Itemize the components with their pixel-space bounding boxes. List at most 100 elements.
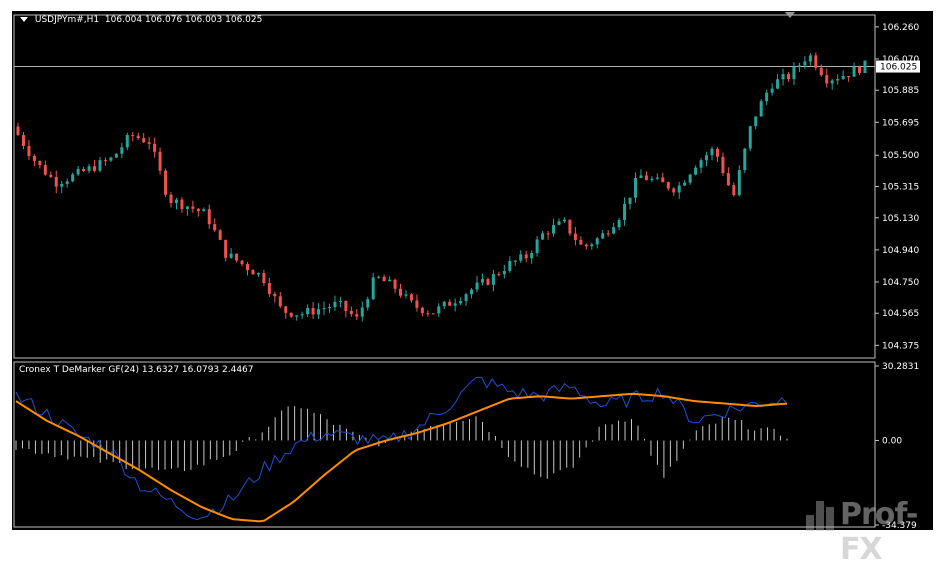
candle-body bbox=[797, 65, 801, 67]
candle-body bbox=[841, 76, 845, 80]
candle-body bbox=[420, 307, 424, 314]
candle-body bbox=[377, 276, 381, 278]
candle-body bbox=[317, 309, 321, 315]
candle-body bbox=[289, 312, 293, 317]
price-tick-label: 105.130 bbox=[882, 214, 919, 224]
candle-body bbox=[513, 260, 517, 262]
candle-body bbox=[453, 303, 457, 306]
candle-body bbox=[852, 66, 856, 77]
candle-body bbox=[858, 66, 862, 74]
candle-body bbox=[672, 188, 676, 193]
candle-body bbox=[246, 264, 250, 271]
watermark-text: Prof-FX bbox=[840, 497, 918, 567]
candle-body bbox=[218, 230, 222, 240]
indicator-frame bbox=[13, 361, 876, 528]
candle-body bbox=[180, 199, 184, 209]
shift-marker-icon bbox=[785, 12, 795, 18]
candle-body bbox=[699, 160, 703, 168]
candle-body bbox=[404, 294, 408, 296]
candle-body bbox=[743, 148, 747, 171]
candle-body bbox=[338, 300, 342, 302]
candle-body bbox=[278, 296, 282, 307]
demarker-blue-line bbox=[15, 376, 788, 521]
candle-body bbox=[382, 276, 386, 282]
candle-body bbox=[677, 185, 681, 193]
candle-body bbox=[295, 315, 299, 317]
candle-body bbox=[470, 289, 474, 295]
candle-body bbox=[541, 233, 545, 240]
candle-body bbox=[448, 301, 452, 306]
price-tick-label: 104.940 bbox=[882, 246, 919, 256]
candle-body bbox=[612, 227, 616, 234]
candle-body bbox=[164, 170, 168, 195]
candle-body bbox=[486, 279, 490, 285]
candle-body bbox=[759, 101, 763, 117]
candle-body bbox=[71, 174, 75, 182]
candle-body bbox=[562, 219, 566, 222]
candle-body bbox=[590, 244, 594, 247]
candle-body bbox=[174, 199, 178, 203]
candle-body bbox=[803, 61, 807, 66]
candle-body bbox=[781, 74, 785, 80]
candle-body bbox=[43, 165, 47, 175]
candle-body bbox=[147, 142, 151, 144]
candle-body bbox=[191, 206, 195, 209]
candle-body bbox=[579, 239, 583, 245]
candle-body bbox=[196, 208, 200, 212]
chart-canvas[interactable]: 106.260 106.070 105.885 105.695 105.500 105.3… bbox=[0, 0, 936, 539]
candle-body bbox=[650, 178, 654, 181]
candle-body bbox=[388, 279, 392, 282]
candle-body bbox=[355, 314, 359, 317]
candle-body bbox=[633, 178, 637, 198]
candle-body bbox=[459, 300, 463, 304]
candle-body bbox=[27, 145, 31, 156]
candle-body bbox=[399, 288, 403, 296]
candle-body bbox=[694, 167, 698, 175]
candle-body bbox=[284, 306, 288, 313]
candle-body bbox=[131, 134, 135, 136]
candle-body bbox=[311, 307, 315, 315]
symbol-label: USDJPYm#,H1 bbox=[34, 15, 100, 25]
candle-body bbox=[98, 160, 102, 171]
candle-body bbox=[125, 134, 129, 148]
candle-body bbox=[300, 314, 304, 316]
candle-body bbox=[393, 279, 397, 289]
candle-body bbox=[120, 147, 124, 154]
candle-body bbox=[32, 155, 36, 161]
current-price-box bbox=[876, 60, 920, 73]
candle-body bbox=[863, 60, 867, 74]
candle-body bbox=[153, 143, 157, 152]
candle-body bbox=[366, 299, 370, 308]
candle-body bbox=[644, 175, 648, 181]
chart-header: USDJPYm#,H1 106.004 106.076 106.003 106.… bbox=[20, 15, 262, 25]
candle-body bbox=[158, 151, 162, 171]
price-tick-label: 105.695 bbox=[882, 118, 919, 128]
candle-body bbox=[262, 272, 266, 284]
candle-body bbox=[344, 300, 348, 311]
price-tick-label: 105.315 bbox=[882, 183, 919, 193]
candle-body bbox=[623, 203, 627, 220]
candle-body bbox=[240, 260, 244, 265]
candle-body bbox=[502, 270, 506, 275]
candle-body bbox=[792, 66, 796, 80]
dropdown-triangle-icon[interactable] bbox=[20, 17, 28, 22]
candle-body bbox=[655, 177, 659, 179]
candle-body bbox=[76, 168, 80, 175]
candle-body bbox=[519, 254, 523, 261]
candle-body bbox=[754, 116, 758, 127]
candle-body bbox=[491, 274, 495, 285]
candle-body bbox=[273, 293, 277, 297]
candle-body bbox=[360, 307, 364, 317]
watermark-logo bbox=[806, 501, 834, 531]
price-tick-label: 104.750 bbox=[882, 278, 919, 288]
candle-body bbox=[661, 177, 665, 183]
candle-body bbox=[60, 183, 64, 187]
candle-body bbox=[114, 153, 118, 158]
candle-body bbox=[726, 173, 730, 186]
price-tick-label: 104.565 bbox=[882, 309, 919, 319]
candle-body bbox=[573, 233, 577, 240]
price-tick-label: 105.885 bbox=[882, 86, 919, 96]
candle-body bbox=[431, 313, 435, 315]
candle-body bbox=[748, 126, 752, 149]
candle-body bbox=[830, 80, 834, 84]
